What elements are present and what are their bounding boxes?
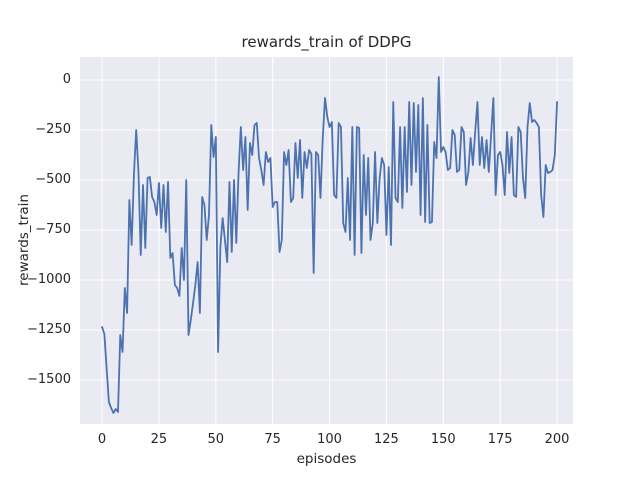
- x-tick-label: 100: [317, 432, 342, 447]
- x-tick-label: 200: [544, 432, 570, 447]
- x-tick-label: 25: [150, 432, 168, 447]
- chart-canvas: [80, 57, 573, 424]
- x-tick-label: 150: [430, 432, 456, 447]
- chart-title: rewards_train of DDPG: [241, 33, 412, 51]
- plot-area: [80, 57, 573, 424]
- y-tick-label: −1250: [27, 322, 71, 337]
- x-axis-label: episodes: [296, 451, 357, 467]
- y-tick-label: −500: [35, 172, 71, 187]
- y-tick-label: −1000: [27, 272, 71, 287]
- y-tick-label: −750: [35, 222, 71, 237]
- y-tick-label: 0: [62, 72, 71, 87]
- y-tick-label: −1500: [27, 372, 71, 387]
- rewards-line: [101, 76, 558, 414]
- x-tick-label: 75: [264, 432, 281, 447]
- y-tick-label: −250: [35, 122, 71, 137]
- x-tick-label: 50: [207, 432, 225, 447]
- x-tick-label: 175: [487, 432, 513, 447]
- x-tick-label: 125: [374, 432, 399, 447]
- axes-background: [80, 57, 573, 424]
- x-tick-label: 0: [97, 432, 107, 447]
